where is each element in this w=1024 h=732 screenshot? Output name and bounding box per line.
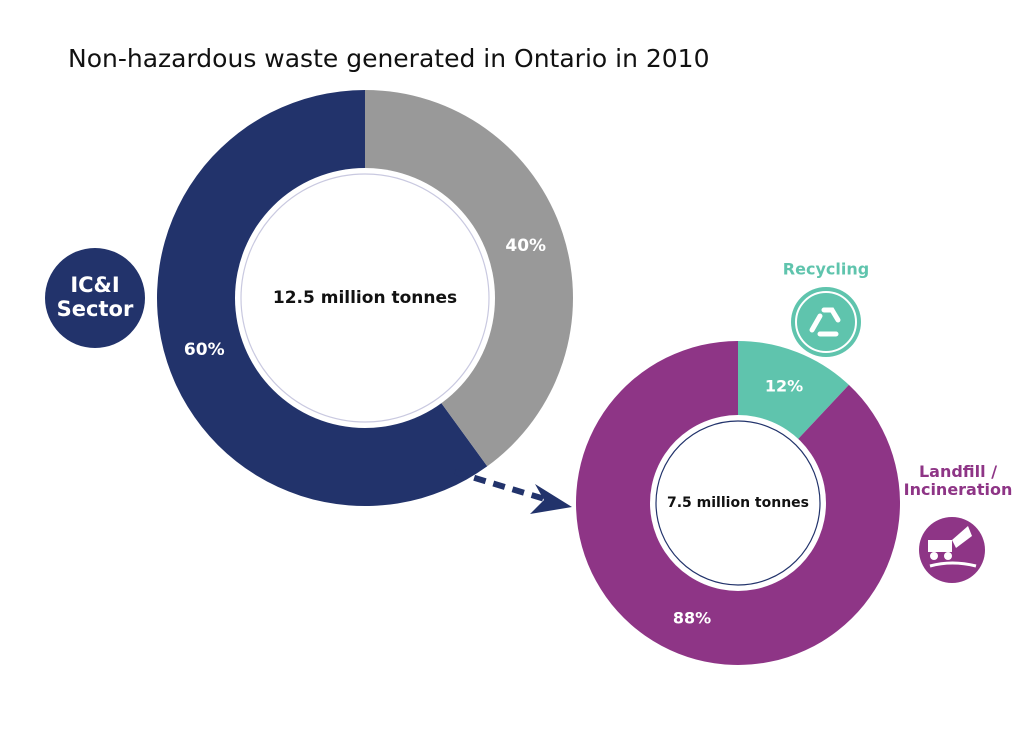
truck-body xyxy=(928,540,952,552)
value-label: 60% xyxy=(184,340,225,360)
category-label: Recycling xyxy=(783,260,869,279)
icon-arrows xyxy=(809,307,841,337)
value-label: 12% xyxy=(765,376,803,395)
truck-bed xyxy=(952,526,972,548)
wheel xyxy=(944,552,952,560)
recycling-icon xyxy=(791,287,861,357)
center-label: 7.5 million tonnes xyxy=(667,495,809,511)
value-label: 88% xyxy=(673,609,711,628)
value-label: 40% xyxy=(505,236,546,256)
category-badge xyxy=(45,248,145,348)
hole-ring xyxy=(240,173,490,423)
icon-circle xyxy=(791,287,861,357)
donut-hole xyxy=(650,415,826,591)
landfill-icon xyxy=(919,517,985,583)
ground xyxy=(929,561,977,568)
flow-arrow xyxy=(454,469,572,514)
category-label: Landfill / Incineration xyxy=(904,461,1013,498)
hole-ring xyxy=(655,420,821,586)
icon-ring xyxy=(795,291,857,353)
donut-chart: 12% 88% 7.5 million tonnes Recycling Landfil… xyxy=(575,260,1013,665)
wheel xyxy=(930,552,938,560)
category-label: IC&I Sector xyxy=(57,273,134,321)
center-label: 12.5 million tonnes xyxy=(273,288,457,308)
donut-chart: 60% 40% 12.5 million tonnes IC&I Sector xyxy=(45,90,574,506)
chart-title: Non-hazardous waste generated in Ontario… xyxy=(68,44,710,73)
arrow-head xyxy=(530,484,572,514)
arrow-line xyxy=(454,469,549,503)
donut-hole xyxy=(235,168,495,428)
